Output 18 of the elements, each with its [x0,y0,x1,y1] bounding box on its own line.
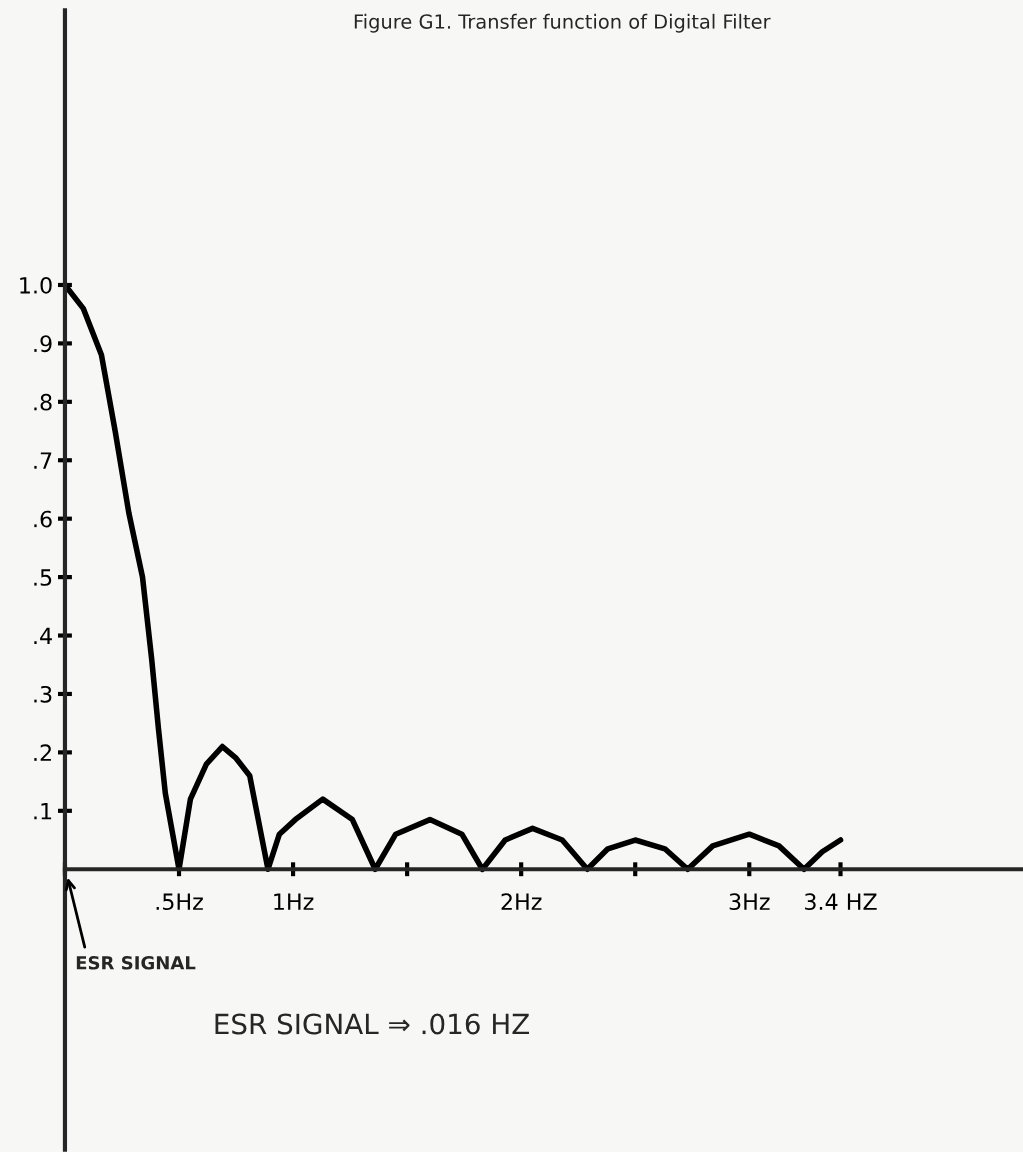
y-tick-label: .1 [34,803,52,820]
y-tick-label: .3 [34,685,52,703]
y-tick-label: .4 [34,627,52,644]
x-axis-title: ESR SIGNAL ⇒ .016 HZ [215,1013,530,1035]
annotation: ESR SIGNAL [76,955,196,970]
y-tick-label: .8 [34,393,52,411]
y-tick-label: .7 [34,452,52,469]
y-tick-label: 1.0 [20,276,52,294]
x-tick-label: .5Hz [156,893,203,911]
x-tick-label: 2Hz [501,893,542,910]
x-tick-label: 1Hz [274,893,314,910]
y-tick-label: .2 [34,744,51,761]
chart-title: Figure G1. Transfer function of Digital Filter [354,13,771,33]
y-tick-label: .5 [34,569,52,586]
y-tick-label: .6 [34,510,52,528]
x-tick-label: 3.4 HZ [805,893,877,911]
x-tick-label: 3Hz [729,893,770,911]
y-tick-label: .9 [34,335,52,353]
